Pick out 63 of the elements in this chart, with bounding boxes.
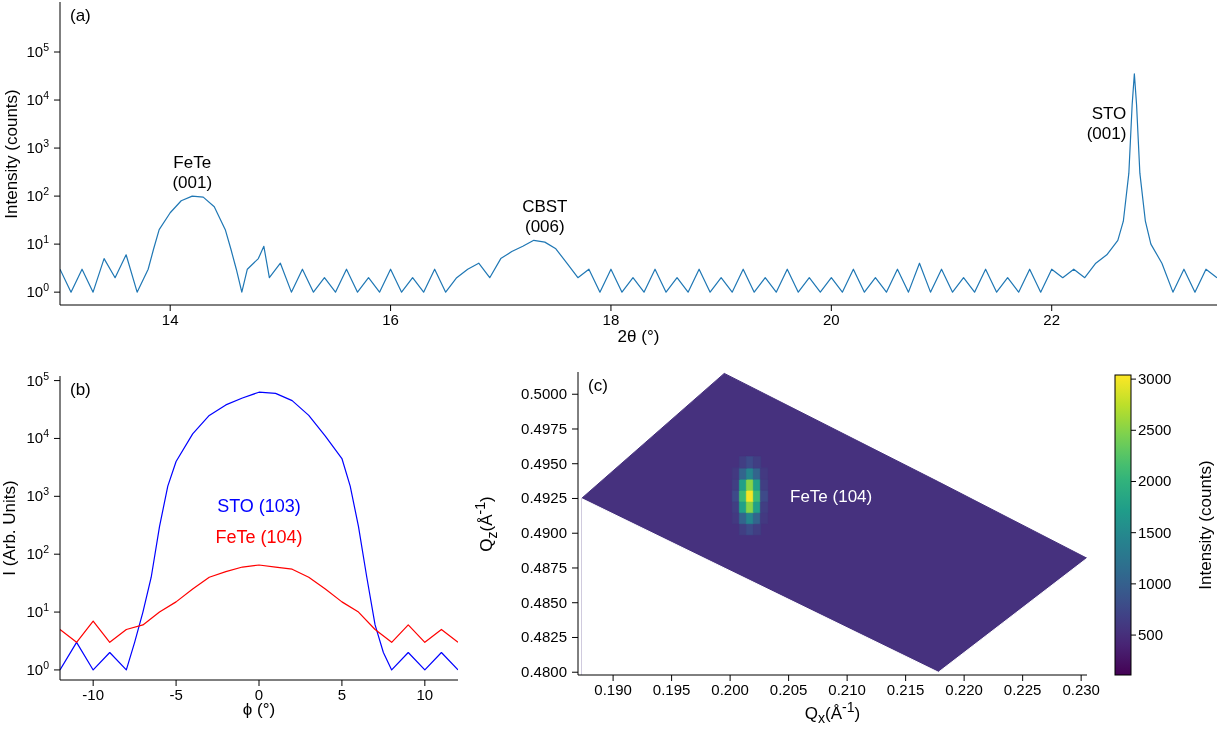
x-tick-label: -5 (169, 686, 183, 703)
y-tick-label: 0.4875 (521, 558, 567, 576)
y-tick-label: 10$^{0}$ (26, 658, 50, 678)
y-tick-label: 10$^{5}$ (26, 41, 50, 61)
annotation: CBST (006) (522, 197, 568, 237)
y-tick-label: 10$^{5}$ (26, 369, 50, 389)
text: STO (103) (217, 496, 301, 517)
x-tick-label: -10 (82, 686, 105, 703)
x-tick-label: 10 (416, 686, 434, 703)
y-tick-label: 10$^{3}$ (26, 485, 50, 505)
series-label: FeTe (104) (215, 527, 303, 548)
y-tick-label: 10$^{2}$ (26, 185, 50, 205)
x-tick-label: 14 (161, 311, 179, 328)
x-tick-label: 20 (822, 311, 840, 328)
color-bar-label: 2000 (1138, 472, 1172, 490)
y-tick-label: 10$^{0}$ (26, 281, 50, 301)
x-tick-label: 5 (337, 686, 347, 703)
x-tick-label: 16 (382, 311, 399, 328)
y-axis-title: I (Arb. Units) (0, 480, 20, 576)
y-tick-label: 10$^{4}$ (26, 427, 50, 447)
x-axis-title: 2θ (°) (616, 327, 661, 347)
line-series (60, 564, 458, 643)
y-tick-label: 10$^{4}$ (26, 89, 50, 109)
x-tick-label: 0.200 (711, 681, 749, 698)
x-axis-title: ϕ (°) (242, 700, 276, 719)
y-tick-label: 0.4825 (521, 628, 567, 646)
x-tick-label: 0 (254, 686, 264, 703)
annotation: (b) (70, 380, 91, 400)
x-tick-label: 0.230 (1062, 681, 1100, 698)
x-tick-label: 0.205 (769, 681, 808, 698)
color-bar-label: 500 (1138, 626, 1164, 644)
x-tick-label: 22 (1043, 311, 1061, 328)
annotation: (c) (588, 376, 608, 396)
y-tick-label: 10$^{1}$ (26, 601, 50, 621)
y-axis-title: Intensity (counts) (2, 88, 22, 219)
color-bar-title: Intensity (counts) (1196, 460, 1216, 590)
annotation: FeTe (104) (790, 486, 873, 506)
x-tick-label: 0.225 (1003, 681, 1042, 698)
x-tick-label: 0.220 (945, 681, 983, 698)
color-bar-label: 2500 (1138, 421, 1172, 439)
x-axis-title: Q$_{x}$(Å$^{-1}$) (803, 699, 862, 727)
x-tick-label: 0.215 (886, 681, 925, 698)
y-tick-label: 0.4900 (521, 524, 567, 542)
x-tick-label: 0.190 (594, 681, 632, 698)
annotation: STO (001) (1086, 103, 1127, 143)
line-series (60, 73, 1217, 293)
y-tick-label: 0.4925 (521, 489, 567, 507)
annotation: FeTe (001) (172, 153, 213, 193)
y-tick-label: 0.4950 (521, 454, 567, 472)
y-tick-label: 0.4850 (521, 593, 567, 611)
annotation: (a) (70, 6, 91, 26)
x-tick-label: 0.210 (828, 681, 866, 698)
color-bar-label: 3000 (1138, 370, 1172, 388)
y-tick-label: 10$^{2}$ (26, 543, 50, 563)
y-tick-label: 10$^{3}$ (26, 137, 50, 157)
color-bar-label: 1500 (1138, 523, 1172, 541)
y-tick-label: 0.4800 (521, 663, 567, 681)
x-tick-label: 0.195 (652, 681, 691, 698)
y-tick-label: 0.5000 (521, 385, 567, 403)
color-bar-label: 1000 (1138, 574, 1172, 592)
y-tick-label: 0.4975 (521, 419, 567, 437)
x-tick-label: 18 (602, 311, 620, 328)
y-tick-label: 10$^{1}$ (26, 233, 50, 253)
